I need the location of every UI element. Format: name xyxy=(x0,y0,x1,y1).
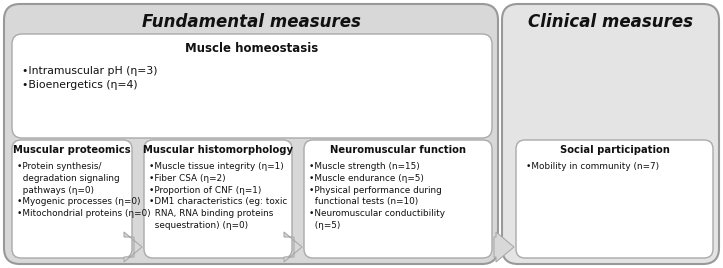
Text: •Protein synthesis/
  degradation signaling
  pathways (η=0)
•Myogenic processes: •Protein synthesis/ degradation signalin… xyxy=(17,162,150,218)
FancyBboxPatch shape xyxy=(304,140,492,258)
FancyArrow shape xyxy=(124,232,142,262)
Text: Neuromuscular function: Neuromuscular function xyxy=(330,145,466,155)
FancyArrow shape xyxy=(284,232,302,262)
Text: Fundamental measures: Fundamental measures xyxy=(142,13,361,31)
FancyBboxPatch shape xyxy=(4,4,498,264)
Text: •Intramuscular pH (η=3)
•Bioenergetics (η=4): •Intramuscular pH (η=3) •Bioenergetics (… xyxy=(22,66,158,90)
Text: •Muscle tissue integrity (η=1)
•Fiber CSA (η=2)
•Proportion of CNF (η=1)
•DM1 ch: •Muscle tissue integrity (η=1) •Fiber CS… xyxy=(149,162,287,230)
FancyArrow shape xyxy=(494,232,514,262)
Text: Clinical measures: Clinical measures xyxy=(528,13,693,31)
Text: •Muscle strength (n=15)
•Muscle endurance (η=5)
•Physical performance during
  f: •Muscle strength (n=15) •Muscle enduranc… xyxy=(309,162,445,230)
Text: Muscle homeostasis: Muscle homeostasis xyxy=(185,42,319,54)
FancyBboxPatch shape xyxy=(516,140,713,258)
FancyBboxPatch shape xyxy=(12,34,492,138)
FancyBboxPatch shape xyxy=(12,140,132,258)
FancyBboxPatch shape xyxy=(144,140,292,258)
Text: Muscular histomorphology: Muscular histomorphology xyxy=(143,145,293,155)
Text: •Mobility in community (n=7): •Mobility in community (n=7) xyxy=(526,162,659,171)
Text: Muscular proteomics: Muscular proteomics xyxy=(13,145,131,155)
Text: Social participation: Social participation xyxy=(560,145,669,155)
FancyBboxPatch shape xyxy=(502,4,719,264)
